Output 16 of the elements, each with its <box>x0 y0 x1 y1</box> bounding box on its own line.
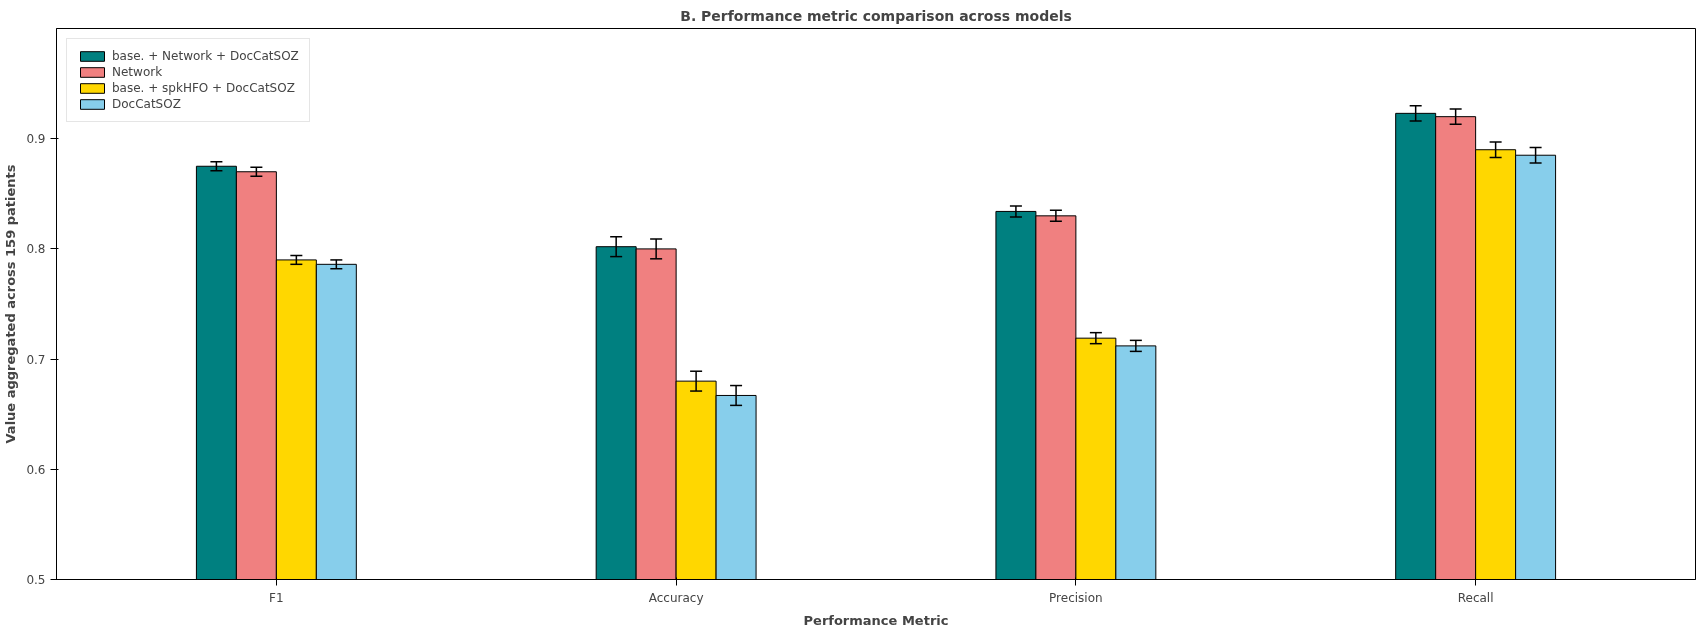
legend-label: Network <box>112 65 163 79</box>
y-tick-label: 0.6 <box>26 462 46 477</box>
x-tick-label: Precision <box>1049 590 1103 605</box>
legend-label: base. + spkHFO + DocCatSOZ <box>112 81 295 95</box>
legend-label: base. + Network + DocCatSOZ <box>112 49 299 63</box>
x-tick-label: Accuracy <box>648 590 704 605</box>
y-tick-label: 0.8 <box>26 242 46 257</box>
y-axis-title: Value aggregated across 159 patients <box>3 164 19 444</box>
chart-title: B. Performance metric comparison across models <box>680 7 1072 24</box>
x-axis-title: Performance Metric <box>803 612 949 628</box>
x-tick-label: Recall <box>1457 590 1494 605</box>
x-tick-label: F1 <box>269 590 284 605</box>
y-tick-label: 0.9 <box>26 132 46 147</box>
legend-label: DocCatSOZ <box>112 97 181 111</box>
y-tick-label: 0.7 <box>26 352 46 367</box>
y-tick-label: 0.5 <box>26 573 46 587</box>
